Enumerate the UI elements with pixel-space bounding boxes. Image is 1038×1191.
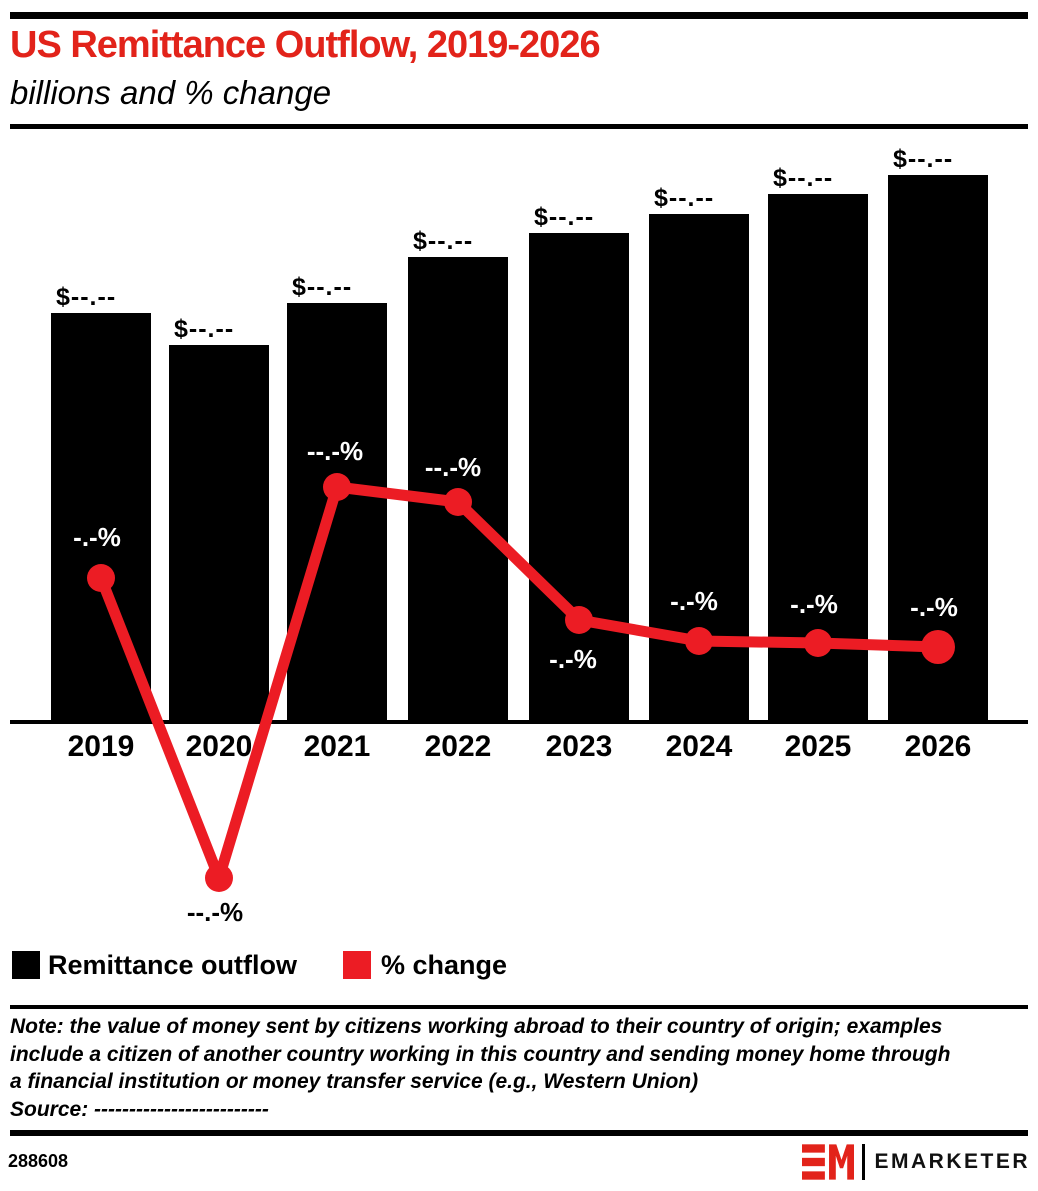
line-point-2021: [323, 473, 351, 501]
x-axis-label-2026: 2026: [905, 730, 972, 763]
line-point-2019: [87, 564, 115, 592]
pct-value-label-2026: -.-%: [910, 592, 958, 622]
footer-divider-bar: [10, 1130, 1028, 1136]
x-axis-line: [10, 720, 1028, 724]
legend-label-remittance-outflow: Remittance outflow: [48, 950, 298, 980]
legend-label-pct-change: % change: [381, 950, 508, 980]
bar-2021: [287, 303, 387, 722]
pct-value-label-2022: --.-%: [425, 452, 481, 482]
bar-value-label-2025: $--.--: [773, 164, 833, 192]
brand-name: EMARKETER: [874, 1150, 1030, 1173]
bar-value-label-2022: $--.--: [413, 227, 473, 255]
pct-value-label-2023: -.-%: [549, 644, 597, 674]
bar-value-label-2020: $--.--: [174, 315, 234, 343]
note-block: Note: the value of money sent by citizen…: [10, 1013, 1025, 1123]
pct-value-label-2025: -.-%: [790, 589, 838, 619]
x-axis-label-2023: 2023: [546, 730, 613, 763]
x-axis-label-2025: 2025: [785, 730, 852, 763]
logo-divider: [862, 1144, 866, 1180]
legend-swatch-pct-change: [343, 951, 371, 979]
note-line: include a citizen of another country wor…: [10, 1042, 951, 1066]
x-axis-label-2022: 2022: [425, 730, 492, 763]
x-axis-label-2024: 2024: [666, 730, 733, 763]
chart-legend: Remittance outflow % change: [0, 951, 1038, 979]
line-point-2024: [685, 627, 713, 655]
page-subtitle: billions and % change: [10, 74, 332, 111]
bar-2023: [529, 233, 629, 722]
x-axis-label-2020: 2020: [186, 730, 253, 763]
pct-change-line: [95, 481, 944, 884]
line-point-2026: [921, 630, 955, 664]
bar-value-label-2021: $--.--: [292, 273, 352, 301]
bar-value-label-2024: $--.--: [654, 184, 714, 212]
line-point-2020: [205, 864, 233, 892]
emarketer-logo: EMARKETER: [802, 1142, 1030, 1182]
x-axis-label-2021: 2021: [304, 730, 371, 763]
bar-2020: [169, 345, 269, 722]
note-line: a financial institution or money transfe…: [10, 1070, 699, 1093]
legend-swatch-remittance-outflow: [12, 951, 40, 979]
note-line: Note: the value of money sent by citizen…: [10, 1015, 943, 1038]
page-title: US Remittance Outflow, 2019-2026: [10, 24, 601, 66]
em-monogram-icon: [802, 1144, 855, 1180]
x-axis-label-2019: 2019: [68, 730, 135, 763]
pct-value-label-2024: -.-%: [670, 586, 718, 616]
line-point-2025: [804, 629, 832, 657]
pct-value-label-2019: -.-%: [73, 522, 121, 552]
line-point-2023: [565, 606, 593, 634]
chart-id: 288608: [8, 1151, 69, 1171]
source-line: Source: -------------------------: [10, 1097, 269, 1121]
pct-value-label-2021: --.-%: [307, 436, 363, 466]
header-divider: [10, 124, 1028, 129]
bar-value-label-2026: $--.--: [893, 145, 953, 173]
line-point-2022: [444, 488, 472, 516]
top-divider-bar: [10, 12, 1028, 19]
bar-value-label-2023: $--.--: [534, 203, 594, 231]
bar-value-label-2019: $--.--: [56, 283, 116, 311]
pct-value-label-2020: --.-%: [187, 897, 243, 927]
note-divider: [10, 1005, 1028, 1009]
